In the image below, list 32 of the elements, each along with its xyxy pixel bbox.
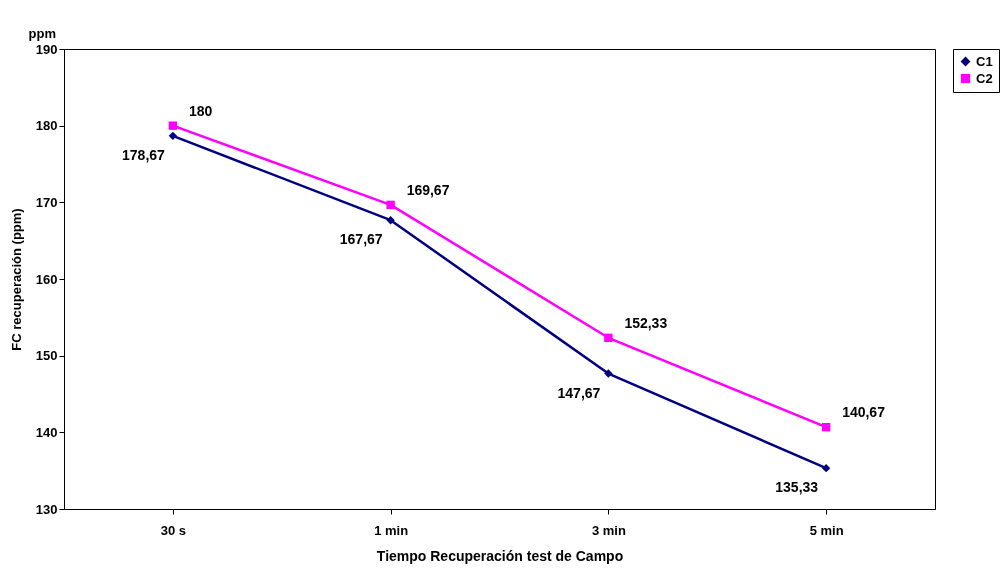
x-tick-label: 1 min: [374, 522, 409, 538]
point: [168, 121, 178, 130]
data-label: 180: [188, 102, 213, 119]
y-tick-label: 170: [35, 194, 58, 210]
data-label: 167,67: [339, 231, 383, 248]
x-axis-title: Tiempo Recuperación test de Campo: [376, 547, 624, 564]
y-tick-label: 140: [35, 424, 58, 440]
point: [604, 369, 613, 378]
y-tick-label: 130: [35, 501, 58, 517]
data-label: 135,33: [775, 479, 819, 496]
x-tick-label: 30 s: [160, 522, 187, 538]
point: [168, 131, 178, 141]
y-axis-title: FC recuperación (ppm): [8, 208, 24, 351]
point: [821, 463, 831, 473]
legend-label: C1: [976, 53, 993, 69]
point: [386, 200, 395, 210]
x-tick-label: 3 min: [591, 522, 626, 538]
point: [604, 333, 613, 342]
y-tick-label: 180: [35, 118, 58, 134]
data-label: 140,67: [842, 404, 886, 421]
legend-label: C2: [976, 70, 993, 86]
y-tick-label: 190: [35, 41, 58, 57]
data-label: 147,67: [557, 384, 601, 401]
point: [821, 423, 831, 432]
text: ppm: [28, 26, 56, 41]
point: [386, 216, 395, 225]
y-tick-label: 150: [35, 348, 58, 364]
data-label: 169,67: [406, 181, 450, 198]
y-tick-label: 160: [35, 271, 58, 287]
data-label: 178,67: [122, 146, 166, 163]
x-tick-label: 5 min: [809, 522, 844, 538]
data-label: 152,33: [624, 314, 668, 331]
